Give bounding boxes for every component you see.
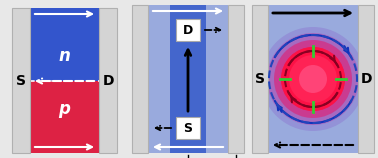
Bar bbox=[176, 19, 200, 41]
Circle shape bbox=[267, 33, 359, 125]
Text: D: D bbox=[183, 24, 193, 36]
Text: S: S bbox=[16, 74, 26, 88]
Bar bbox=[176, 117, 200, 139]
Text: p: p bbox=[58, 100, 70, 118]
Bar bbox=[28, 8, 101, 81]
Circle shape bbox=[281, 47, 345, 111]
Bar bbox=[252, 5, 268, 153]
Circle shape bbox=[261, 27, 365, 131]
Bar bbox=[228, 5, 244, 153]
Circle shape bbox=[274, 40, 352, 118]
Text: S: S bbox=[255, 72, 265, 86]
Circle shape bbox=[299, 65, 327, 93]
Text: S: S bbox=[183, 122, 192, 134]
Circle shape bbox=[289, 55, 337, 103]
Bar bbox=[28, 81, 101, 153]
Bar bbox=[12, 8, 30, 153]
Text: D: D bbox=[360, 72, 372, 86]
Bar bbox=[358, 5, 374, 153]
Bar bbox=[268, 5, 358, 153]
Bar bbox=[148, 5, 228, 153]
Bar bbox=[132, 5, 148, 153]
Bar bbox=[99, 8, 117, 153]
Circle shape bbox=[281, 47, 345, 111]
Bar bbox=[170, 5, 206, 153]
Text: D: D bbox=[102, 74, 114, 88]
Text: n: n bbox=[58, 47, 70, 65]
